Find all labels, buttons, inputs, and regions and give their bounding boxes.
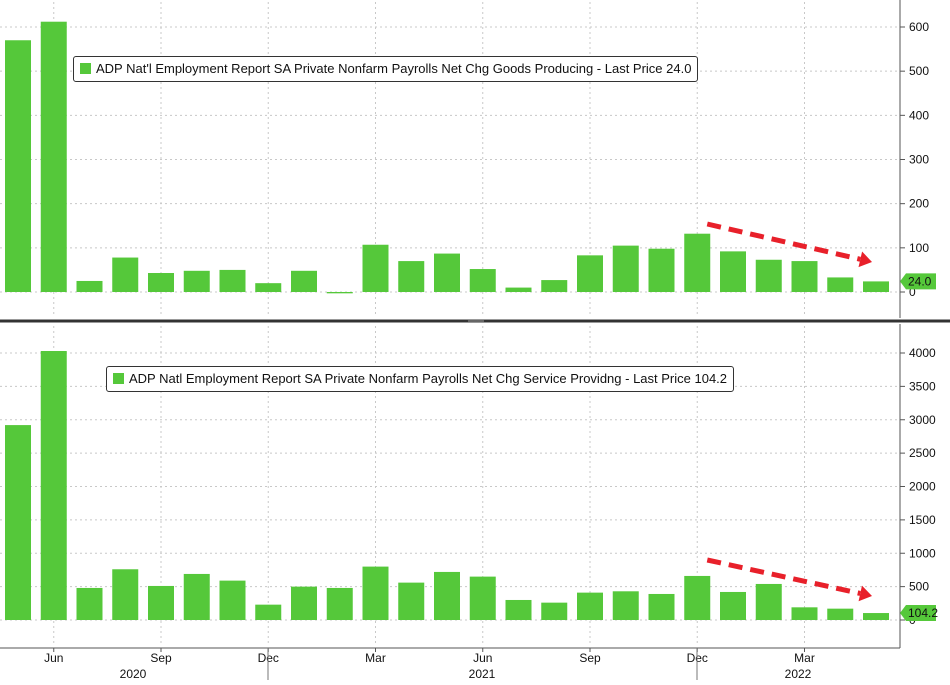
panel1-bar-2021-10 (612, 591, 639, 620)
panel1-bar-2021-07 (505, 599, 532, 620)
panel1-ytick-label-6: 3000 (909, 413, 936, 427)
panel1-bar-2021-04 (398, 582, 425, 620)
month-label-3: Mar (365, 651, 386, 665)
panel1-ytick-label-8: 4000 (909, 346, 936, 360)
panel0-bar-2020-07 (76, 280, 103, 292)
year-label-2: 2022 (785, 667, 812, 680)
panel0-bar-2021-05 (434, 253, 460, 292)
panel1-ytick-label-1: 500 (909, 580, 929, 594)
panel0-bar-2020-09 (148, 273, 174, 292)
panel1-bar-2021-06 (469, 576, 496, 620)
panel1-ytick-label-5: 2500 (909, 446, 936, 460)
panel0-ytick-label-5: 500 (909, 64, 929, 78)
bottom-legend-label: ADP Natl Employment Report SA Private No… (129, 371, 728, 386)
panel1-last-price-tag (900, 605, 936, 622)
panel1-ytick-label-7: 3500 (909, 379, 936, 393)
panel1-bar-2021-05 (434, 571, 460, 620)
panel0-ytick-label-3: 300 (909, 153, 929, 167)
panel1-bar-2020-06 (40, 350, 67, 620)
panel1-bar-2022-02 (755, 583, 782, 620)
panel0-bar-2022-05 (863, 281, 889, 292)
panel1-bar-2020-09 (148, 585, 174, 620)
bottom-legend: ADP Natl Employment Report SA Private No… (106, 366, 735, 392)
panel0-trend-arrow-head (858, 251, 872, 268)
panel0-bar-2021-09 (577, 255, 603, 292)
bottom-legend-swatch (113, 373, 124, 384)
month-label-4: Jun (473, 651, 492, 665)
top-legend-label: ADP Nat'l Employment Report SA Private N… (96, 61, 692, 76)
panel1-bar-2022-04 (827, 608, 854, 620)
panel1-bar-2021-08 (541, 602, 568, 620)
panel0-bar-2020-10 (183, 270, 210, 292)
panel1-trend-arrow-head (858, 585, 872, 602)
panel0-bar-2020-12 (255, 283, 282, 292)
panel0-ytick-label-4: 400 (909, 108, 929, 122)
panel1-bar-2021-09 (577, 592, 603, 620)
panel1-ytick-label-3: 1500 (909, 513, 936, 527)
panel1-bar-2020-12 (255, 604, 282, 620)
panel1-bar-2022-05 (863, 613, 889, 620)
panel0-ytick-label-2: 200 (909, 197, 929, 211)
panel0-ytick-label-0: 0 (909, 285, 916, 299)
panel1-bar-2020-11 (219, 580, 246, 620)
panel1-bar-2020-05 (5, 425, 31, 620)
panel0-bar-2021-08 (541, 280, 568, 292)
panel0-bar-2022-02 (755, 259, 782, 292)
panel0-bar-2021-02 (326, 292, 353, 294)
panel1-bar-2022-03 (791, 607, 818, 620)
panel1-bar-2020-08 (112, 569, 139, 620)
panel0-bar-2020-05 (5, 40, 31, 292)
year-label-0: 2020 (120, 667, 147, 680)
panel0-trend-arrow-line (706, 221, 861, 262)
year-label-1: 2021 (469, 667, 496, 680)
panel0-bar-2022-03 (791, 261, 818, 292)
panel1-bar-2020-07 (76, 587, 103, 620)
top-legend-swatch (80, 63, 91, 74)
panel0-bar-2021-06 (469, 269, 496, 292)
panel1-bar-2021-01 (291, 586, 317, 620)
panel1-bar-2021-03 (362, 566, 389, 620)
panel1-bar-2021-12 (684, 575, 711, 620)
panel0-ytick-label-1: 100 (909, 241, 929, 255)
panel1-bar-2022-01 (720, 591, 746, 620)
panel0-bar-2020-06 (40, 21, 67, 292)
panel0-bar-2020-08 (112, 257, 139, 292)
panel0-bar-2021-01 (291, 270, 317, 292)
month-label-5: Sep (579, 651, 601, 665)
panel1-ytick-label-2: 1000 (909, 546, 936, 560)
top-legend: ADP Nat'l Employment Report SA Private N… (73, 56, 699, 82)
panel1-bar-2021-11 (648, 593, 675, 620)
month-label-1: Sep (150, 651, 172, 665)
panel0-last-price-label: 24.0 (908, 274, 932, 288)
panel0-bar-2021-04 (398, 261, 425, 292)
panel0-last-price-tag (900, 273, 936, 290)
panel0-bar-2021-07 (505, 287, 532, 292)
panel1-trend-arrow-line (706, 557, 861, 596)
month-label-0: Jun (44, 651, 63, 665)
panel0-bar-2022-01 (720, 251, 746, 292)
panel0-bar-2020-11 (219, 269, 246, 292)
month-label-7: Mar (794, 651, 815, 665)
panel0-bar-2022-04 (827, 277, 854, 292)
panel0-bar-2021-11 (648, 248, 675, 292)
panel0-ytick-label-6: 600 (909, 20, 929, 34)
panel0-bar-2021-10 (612, 245, 639, 292)
panel1-bar-2020-10 (183, 573, 210, 620)
panel1-last-price-label: 104.2 (908, 606, 938, 620)
panel0-bar-2021-03 (362, 244, 389, 292)
panel1-ytick-label-4: 2000 (909, 480, 936, 494)
panel0-bar-2021-12 (684, 233, 711, 292)
panel1-bar-2021-02 (326, 587, 353, 620)
